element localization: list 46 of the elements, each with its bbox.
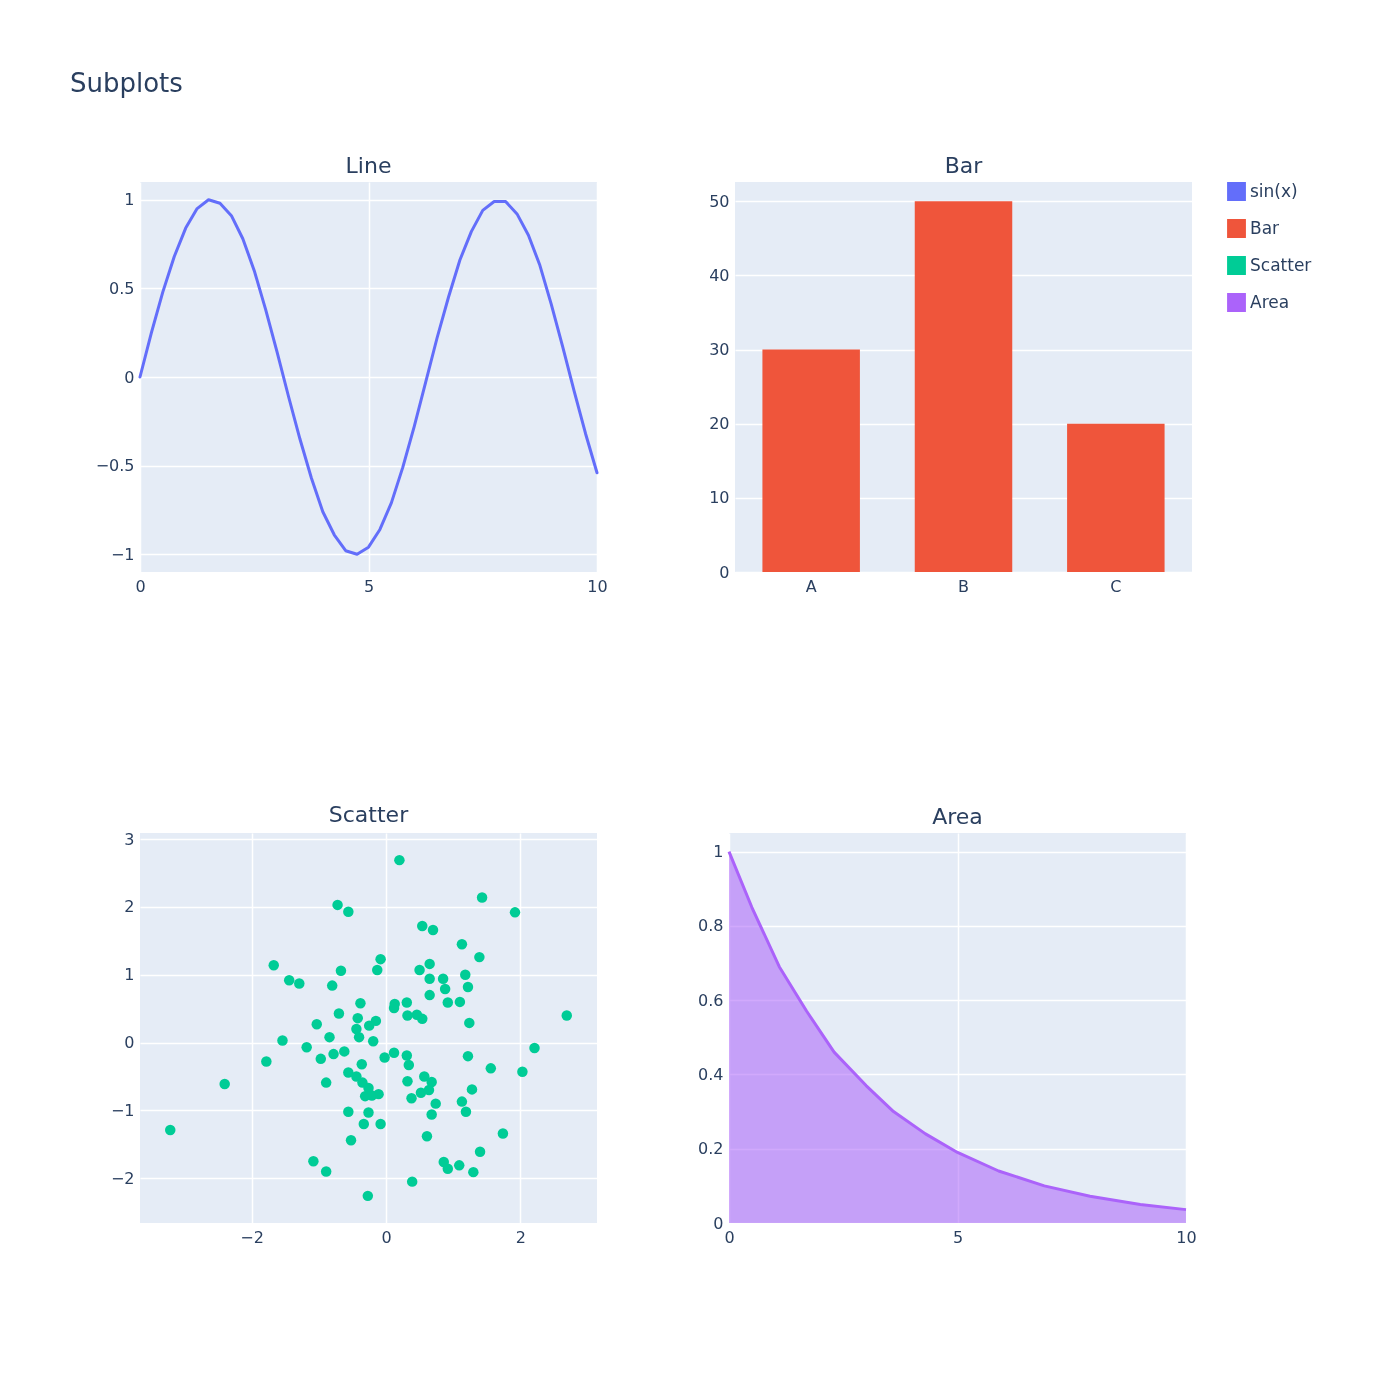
x-tick-label: 5 <box>363 576 375 596</box>
chart-title: Bar <box>944 153 984 178</box>
y-tick-label: 30 <box>709 340 730 360</box>
y-tick-label: 40 <box>709 265 730 285</box>
x-tick-label: 2 <box>515 1227 526 1247</box>
chart-title: Scatter <box>328 802 410 828</box>
y-tick-label: 3 <box>124 829 135 849</box>
y-tick-label: 0.6 <box>698 990 724 1010</box>
legend-label: Area <box>1250 291 1290 312</box>
legend-label: sin(x) <box>1250 180 1298 201</box>
bar <box>1067 423 1165 572</box>
y-tick-label: 0.8 <box>698 916 724 936</box>
chart-title: Area <box>932 804 983 829</box>
y-tick-label: 0 <box>719 562 730 582</box>
y-tick-label: 0.2 <box>698 1139 724 1159</box>
y-tick-label: 2 <box>124 897 135 917</box>
x-tick-label: 5 <box>952 1227 964 1247</box>
y-tick-label: −2 <box>110 1168 135 1188</box>
line-series <box>138 198 599 556</box>
x-tick-label: 10 <box>587 576 608 596</box>
text: Subplots <box>70 68 183 98</box>
y-tick-label: −0.5 <box>95 456 135 476</box>
x-tick-label: A <box>805 576 817 596</box>
y-tick-label: 1 <box>713 842 724 862</box>
y-tick-label: 1 <box>124 190 135 210</box>
y-tick-label: −1 <box>110 544 135 564</box>
x-tick-label: B <box>958 576 969 596</box>
x-tick-label: 0 <box>381 1227 392 1247</box>
y-tick-label: 0 <box>124 367 135 387</box>
y-tick-label: 0.5 <box>109 278 135 298</box>
x-tick-label: −2 <box>240 1227 264 1247</box>
legend-label: Scatter <box>1250 254 1312 275</box>
y-tick-label: 0 <box>124 1033 135 1053</box>
bar <box>762 349 860 572</box>
y-tick-label: −1 <box>110 1100 135 1120</box>
y-tick-label: 0.4 <box>698 1064 724 1084</box>
y-tick-label: 20 <box>709 414 730 434</box>
x-tick-label: C <box>1110 576 1122 596</box>
x-tick-label: 10 <box>1176 1227 1197 1247</box>
bar <box>914 201 1013 572</box>
y-tick-label: 0 <box>713 1213 724 1233</box>
chart-title: Line <box>345 153 392 178</box>
y-tick-label: 1 <box>124 965 135 985</box>
y-tick-label: 10 <box>709 488 730 508</box>
y-tick-label: 50 <box>709 191 730 211</box>
legend-label: Bar <box>1250 217 1280 238</box>
